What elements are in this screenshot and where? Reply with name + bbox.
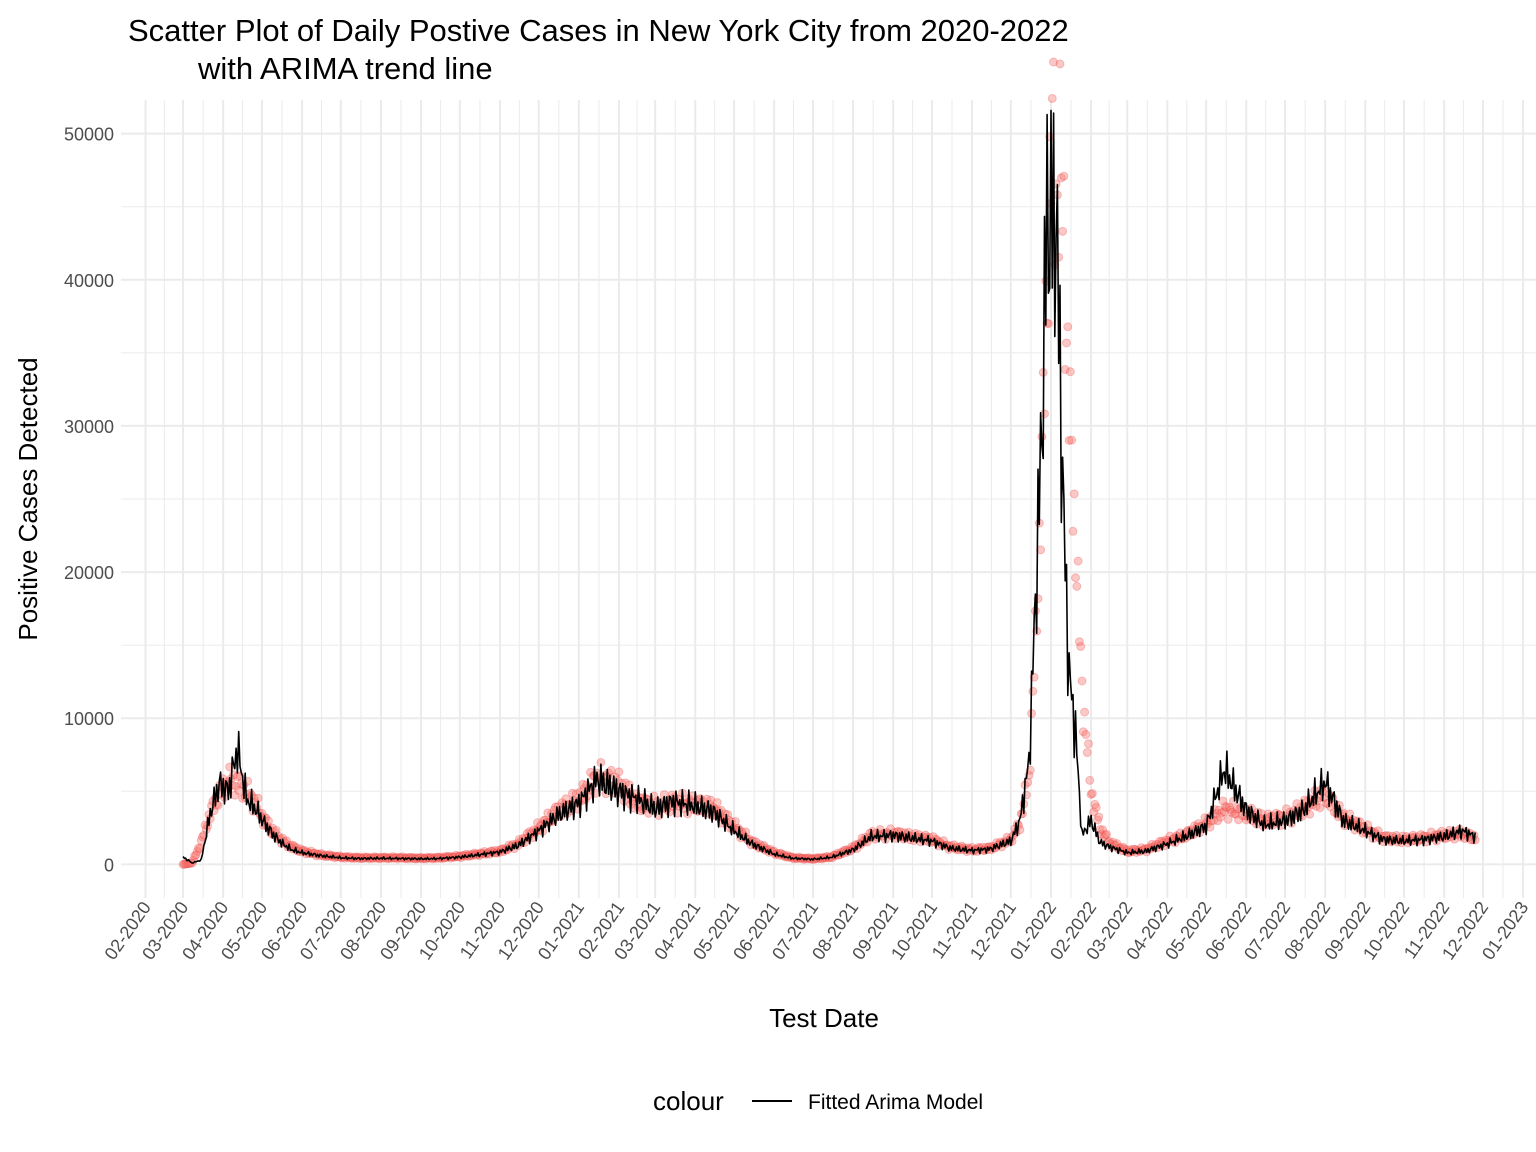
grid xyxy=(121,100,1536,898)
data-point xyxy=(1059,171,1069,181)
data-point xyxy=(1056,173,1066,183)
data-point xyxy=(178,859,188,869)
data-point xyxy=(191,850,201,860)
chart-title-line-1: Scatter Plot of Daily Postive Cases in N… xyxy=(128,13,1069,48)
data-point xyxy=(1063,322,1073,332)
data-point xyxy=(1069,489,1079,499)
y-tick-label: 20000 xyxy=(64,563,114,583)
data-point xyxy=(1028,686,1038,696)
data-point xyxy=(1102,829,1112,839)
legend: colour Fitted Arima Model xyxy=(653,1086,983,1116)
data-point xyxy=(1083,739,1093,749)
data-point xyxy=(1090,799,1100,809)
data-point xyxy=(712,797,722,807)
y-axis-title: Positive Cases Detected xyxy=(13,357,43,640)
data-point xyxy=(1072,581,1082,591)
data-point xyxy=(1077,676,1087,686)
data-point xyxy=(1081,730,1091,740)
chart-title-line-2: with ARIMA trend line xyxy=(197,51,493,86)
y-tick-label: 40000 xyxy=(64,271,114,291)
data-point xyxy=(1076,642,1086,652)
data-point xyxy=(1049,57,1059,67)
data-point xyxy=(1074,637,1084,647)
data-point xyxy=(1064,435,1074,445)
data-point xyxy=(1082,748,1092,758)
data-point xyxy=(192,846,202,856)
y-tick-label: 10000 xyxy=(64,709,114,729)
y-tick-label: 0 xyxy=(104,855,114,875)
data-point xyxy=(614,767,624,777)
data-point xyxy=(1073,556,1083,566)
data-point xyxy=(1065,367,1075,377)
data-point xyxy=(1040,409,1050,419)
data-point xyxy=(1067,435,1077,445)
data-point xyxy=(179,859,189,869)
data-point xyxy=(1094,812,1104,822)
data-point xyxy=(1089,807,1099,817)
x-axis-ticks: 02-202003-202004-202005-202006-202007-20… xyxy=(101,898,1533,964)
data-point xyxy=(1098,825,1108,835)
data-point xyxy=(1058,226,1068,236)
data-point xyxy=(578,779,588,789)
data-point xyxy=(1086,789,1096,799)
data-point xyxy=(1055,59,1065,69)
y-tick-label: 50000 xyxy=(64,125,114,145)
data-point xyxy=(1068,526,1078,536)
data-point xyxy=(190,851,200,861)
data-point xyxy=(532,818,542,828)
data-point xyxy=(1085,775,1095,785)
data-point xyxy=(181,859,191,869)
arima-line-layer xyxy=(182,109,1476,864)
data-point xyxy=(1078,727,1088,737)
legend-title: colour xyxy=(653,1086,724,1116)
y-tick-label: 30000 xyxy=(64,417,114,437)
data-point xyxy=(1061,338,1071,348)
data-point xyxy=(1087,788,1097,798)
arima-trend-line xyxy=(182,109,1476,864)
data-point xyxy=(1091,802,1101,812)
data-point xyxy=(231,781,241,791)
x-axis-title: Test Date xyxy=(769,1003,879,1033)
data-point xyxy=(1047,93,1057,103)
legend-label: Fitted Arima Model xyxy=(808,1091,983,1114)
data-point xyxy=(194,843,204,853)
data-point xyxy=(1080,707,1090,717)
data-point xyxy=(1100,830,1110,840)
y-axis-ticks: 0 10000 20000 30000 40000 50000 xyxy=(64,125,114,876)
data-point xyxy=(1071,573,1081,583)
data-point xyxy=(1093,815,1103,825)
